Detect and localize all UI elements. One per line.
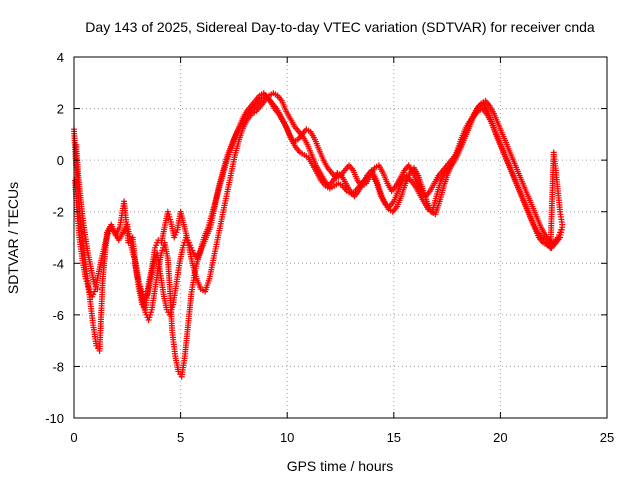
y-tick-label: -10 [45,411,64,426]
y-tick-label: 0 [57,153,64,168]
data-point [559,221,566,228]
data-point [558,226,565,233]
grid-lines [74,57,607,418]
x-tick-label: 25 [600,430,614,445]
x-axis-label: GPS time / hours [287,458,394,474]
data-marks [71,90,566,380]
y-tick-label: -2 [52,205,64,220]
x-tick-label: 0 [70,430,77,445]
y-tick-label: -4 [52,256,64,271]
plot-frame [73,56,608,419]
x-tick-label: 5 [177,430,184,445]
y-tick-label: 2 [57,102,64,117]
series-B [72,90,565,380]
y-tick-label: 4 [57,50,64,65]
data-point [94,286,101,293]
x-tick-label: 15 [387,430,401,445]
x-tick-label: 10 [280,430,294,445]
y-axis-label: SDTVAR / TECUs [5,182,21,294]
y-tick-label: -6 [52,308,64,323]
x-tick-label: 20 [493,430,507,445]
chart-title: Day 143 of 2025, Sidereal Day-to-day VTE… [85,19,595,35]
y-tick-label: -8 [52,359,64,374]
series-C [73,90,566,318]
